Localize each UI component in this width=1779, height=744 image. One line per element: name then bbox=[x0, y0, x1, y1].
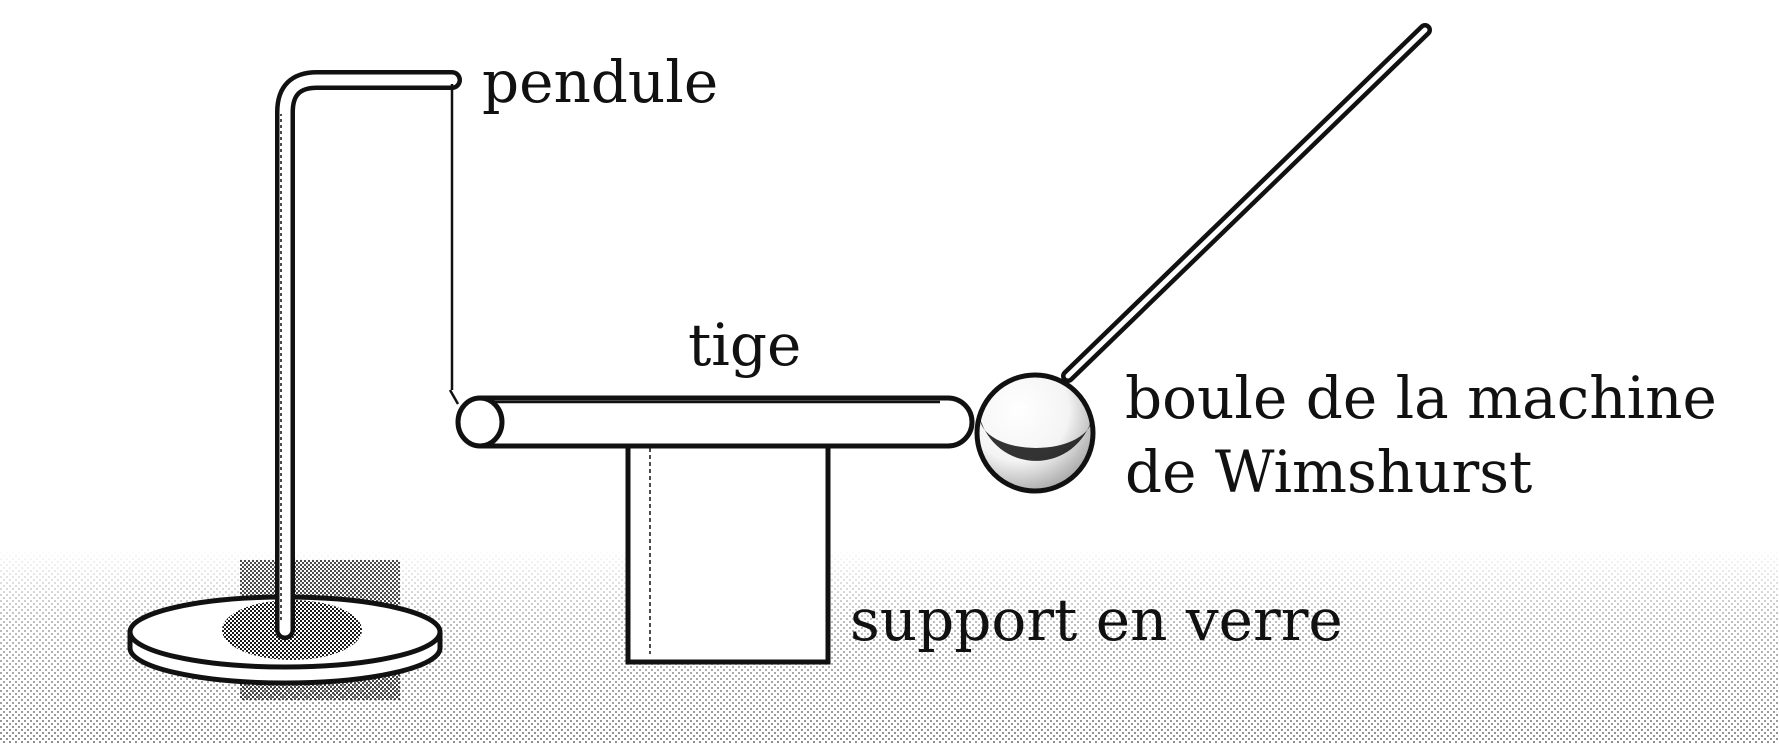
label-rod: tige bbox=[688, 311, 801, 379]
label-ball-line2: de Wimshurst bbox=[1125, 438, 1532, 506]
wimshurst-ball bbox=[974, 372, 1096, 494]
pendulum bbox=[448, 84, 460, 405]
pendulum-stand bbox=[275, 70, 462, 640]
label-ball-line1: boule de la machine bbox=[1125, 364, 1717, 432]
label-glass-support: support en verre bbox=[850, 586, 1343, 654]
table-surface bbox=[0, 548, 1779, 744]
label-pendulum: pendule bbox=[482, 48, 718, 116]
wimshurst-electrode-arm bbox=[1061, 23, 1432, 383]
glass-support bbox=[625, 437, 831, 665]
metal-rod bbox=[455, 395, 975, 449]
